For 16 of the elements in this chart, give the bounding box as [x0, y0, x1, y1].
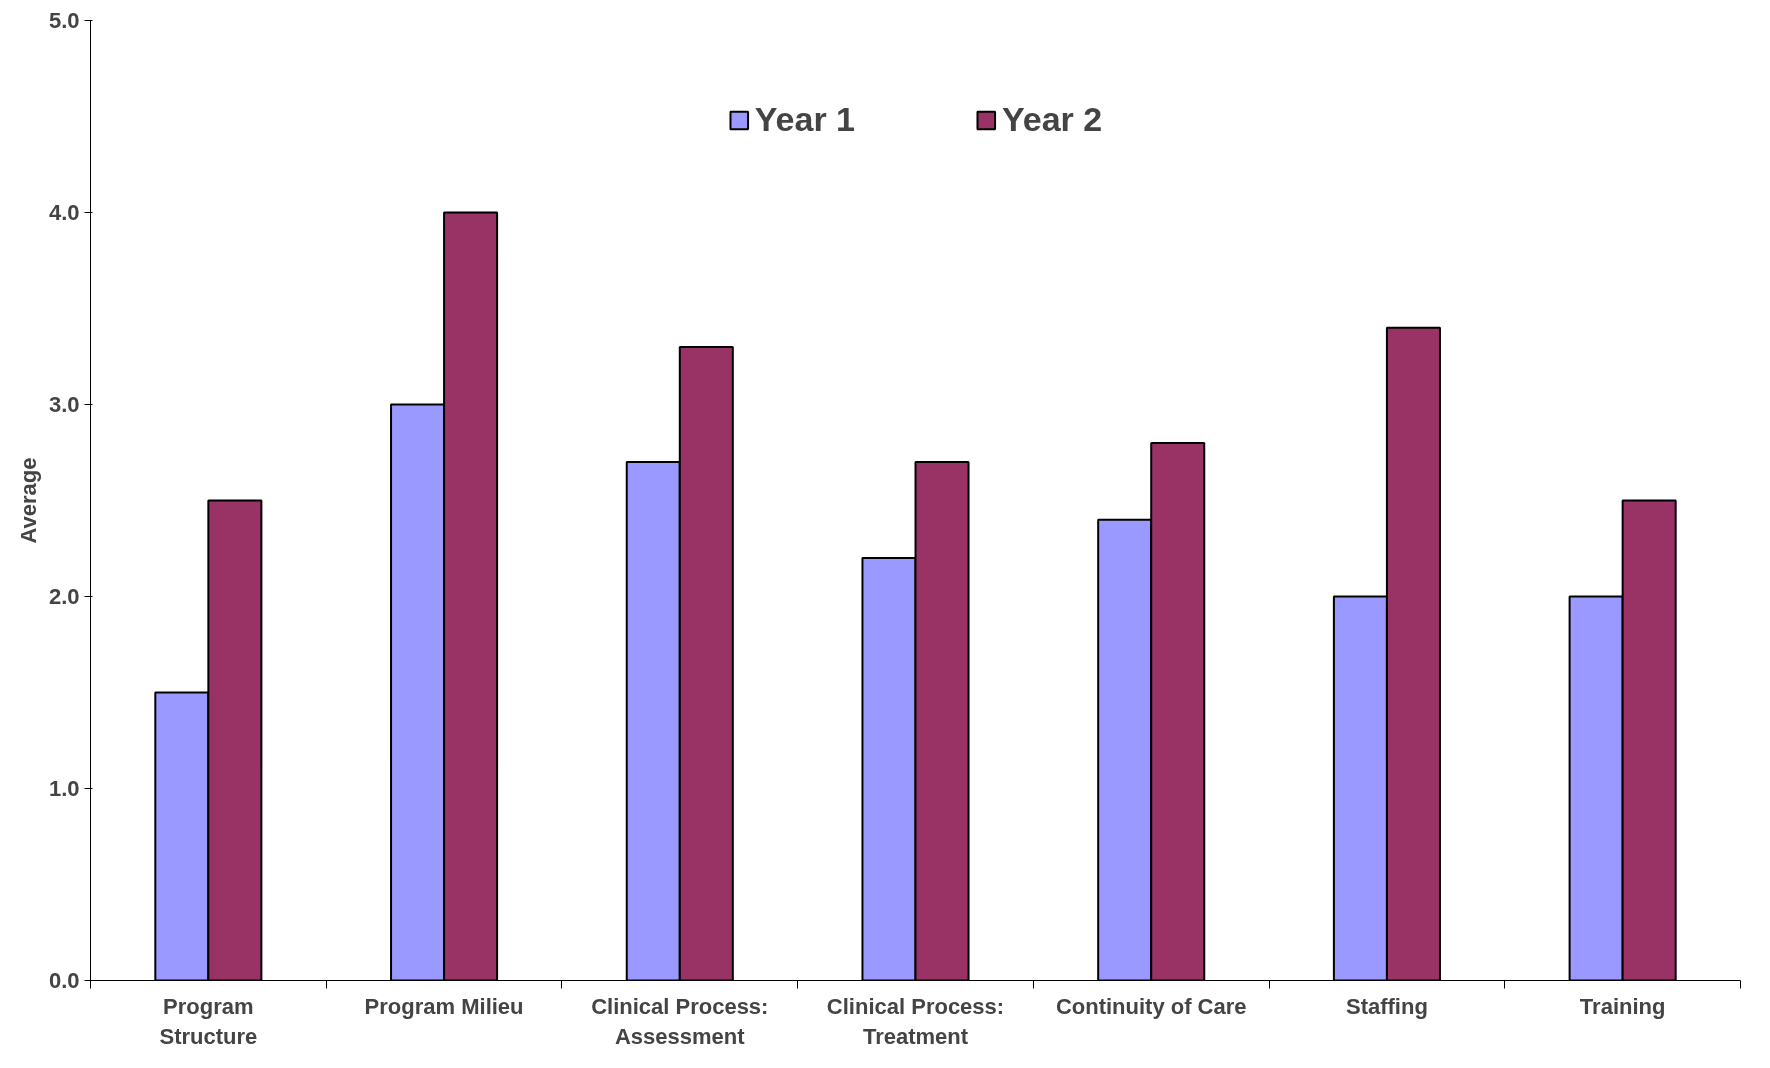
legend-label: Year 2: [1002, 100, 1103, 139]
y-tick-label: 0.0: [48, 968, 80, 993]
y-axis-title: Average: [15, 457, 41, 544]
x-tick-label: Program Milieu: [364, 993, 524, 1019]
y-tick-label: 2.0: [48, 584, 80, 609]
y-tick-label: 1.0: [48, 776, 80, 801]
x-tick-label: Staffing: [1345, 993, 1428, 1019]
x-tick-label: Training: [1579, 993, 1666, 1019]
x-tick-label: Continuity of Care: [1055, 993, 1247, 1019]
y-tick-label: 5.0: [48, 8, 80, 33]
y-tick-label: 4.0: [48, 200, 80, 225]
x-tick-label: Clinical Process: Treatment: [826, 993, 1005, 1049]
x-tick-label: Program Structure: [159, 993, 258, 1049]
legend-label: Year 1: [754, 100, 855, 139]
x-tick-label: Clinical Process: Assessment: [591, 993, 769, 1049]
y-tick-label: 3.0: [48, 392, 80, 417]
